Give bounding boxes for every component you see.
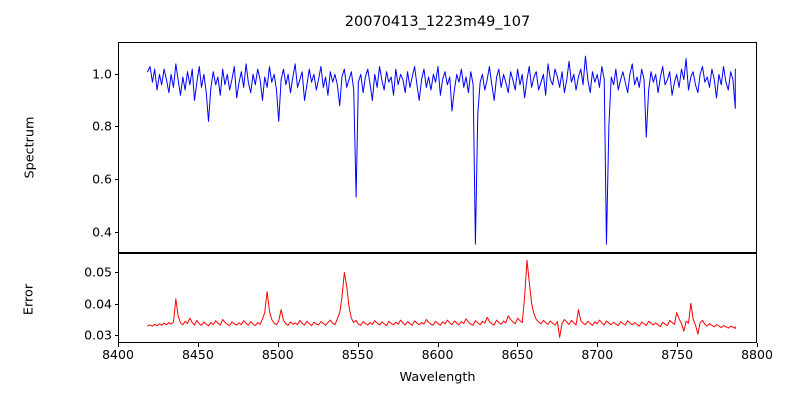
x-tick-label: 8550	[341, 347, 374, 362]
y-axis-label-spectrum: Spectrum	[22, 116, 38, 179]
y-tick-label: 1.0	[92, 66, 112, 82]
y-tick-label: 0.04	[84, 296, 112, 312]
spectrum-data-line	[147, 55, 736, 245]
y-axis-label-error: Error	[21, 283, 37, 316]
y-tick-mark	[114, 126, 118, 128]
x-tick-mark	[277, 343, 279, 347]
x-tick-mark	[437, 343, 439, 347]
x-tick-mark	[597, 343, 599, 347]
y-tick-label: 0.05	[84, 264, 112, 280]
y-tick-label: 0.03	[84, 327, 112, 343]
y-tick-mark	[114, 179, 118, 181]
x-tick-mark	[118, 343, 120, 347]
y-tick-label: 0.6	[92, 171, 112, 187]
x-tick-label: 8800	[741, 347, 773, 362]
x-tick-mark	[357, 343, 359, 347]
x-axis-label: Wavelength	[399, 370, 476, 385]
y-tick-label: 0.8	[92, 118, 112, 134]
error-plot-panel	[118, 253, 757, 343]
x-tick-label: 8500	[261, 347, 294, 362]
error-data-line	[147, 259, 736, 338]
y-tick-mark	[114, 73, 118, 75]
x-tick-mark	[677, 343, 679, 347]
y-tick-mark	[114, 231, 118, 233]
y-tick-label: 0.4	[92, 224, 112, 240]
spectrum-line-svg	[147, 55, 736, 245]
x-tick-label: 8700	[581, 347, 614, 362]
spectrum-plot-panel	[118, 42, 757, 253]
x-tick-mark	[517, 343, 519, 347]
x-tick-label: 8400	[102, 347, 134, 362]
x-tick-mark	[197, 343, 199, 347]
error-line-svg	[147, 259, 736, 338]
x-tick-label: 8600	[421, 347, 454, 362]
x-tick-label: 8750	[661, 347, 694, 362]
x-tick-label: 8450	[181, 347, 214, 362]
chart-title: 20070413_1223m49_107	[344, 14, 531, 30]
y-tick-mark	[114, 271, 118, 274]
x-tick-label: 8650	[501, 347, 534, 362]
y-tick-mark	[114, 303, 118, 305]
y-tick-mark	[114, 335, 118, 337]
x-tick-mark	[757, 343, 759, 347]
